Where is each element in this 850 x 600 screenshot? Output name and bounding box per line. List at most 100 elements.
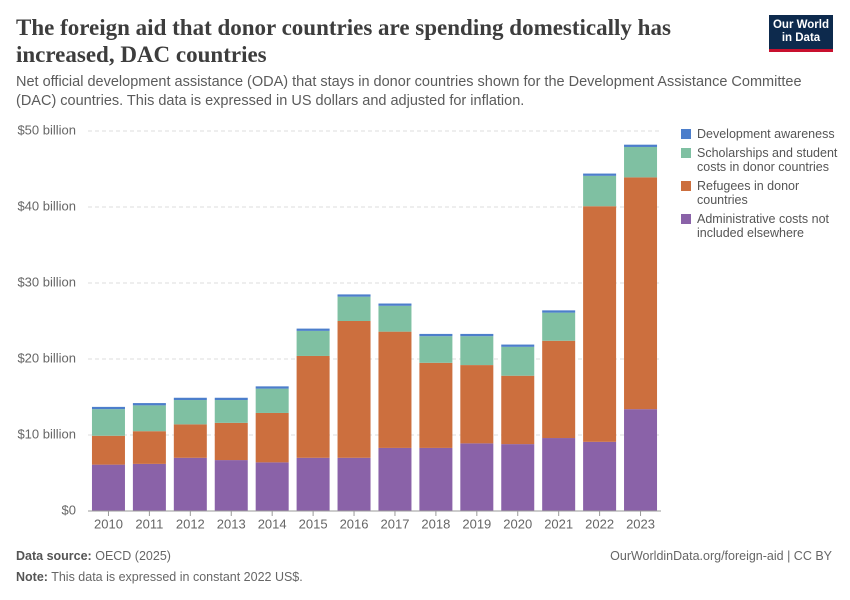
legend-entry[interactable]: Administrative costs not included elsewh… [681, 212, 841, 240]
bar-segment [542, 312, 576, 341]
logo-line: in Data [781, 32, 821, 44]
bar-segment [624, 144, 658, 147]
bar-segment [296, 328, 330, 331]
bar-segment [91, 406, 125, 410]
bar-segment [337, 296, 371, 321]
x-tick-label: 2015 [299, 516, 328, 531]
legend-label: Refugees in donor countries [697, 179, 800, 207]
chart-title: The foreign aid that donor countries are… [16, 15, 671, 67]
bar-segment [173, 457, 207, 511]
bar-segment [132, 403, 166, 406]
bar-segment [296, 457, 330, 511]
bar-segment [255, 388, 289, 413]
x-tick-label: 2020 [503, 516, 532, 531]
source-label: Data source: [16, 549, 92, 563]
x-tick-label: 2022 [585, 516, 614, 531]
y-tick-label: $50 billion [17, 122, 76, 137]
bar-segment [214, 460, 248, 511]
bar-segment [337, 457, 371, 511]
bar-segment [214, 397, 248, 401]
bar-segment [132, 405, 166, 432]
bar-segment [583, 173, 617, 176]
legend-entry[interactable]: Development awareness [681, 127, 841, 141]
bar-segment [296, 330, 330, 356]
legend-label: Scholarships and student costs in donor … [697, 146, 838, 174]
logo-line: Our World [772, 19, 829, 31]
legend-swatch [681, 129, 691, 139]
bar-segment [214, 400, 248, 423]
bar-segment [460, 336, 494, 366]
x-tick-label: 2016 [340, 516, 369, 531]
legend: Development awareness Scholarships and st… [681, 127, 841, 245]
bar-segment [378, 303, 412, 306]
bar-segment [378, 305, 412, 332]
legend-label: Administrative costs not included elsewh… [697, 212, 829, 240]
bar-segment [255, 386, 289, 389]
y-tick-label: $20 billion [17, 350, 76, 365]
x-tick-label: 2019 [462, 516, 491, 531]
bar-segment [91, 464, 125, 511]
bar-segment [583, 441, 617, 511]
bar-segment [255, 412, 289, 463]
bar-segment [460, 333, 494, 337]
x-tick-label: 2014 [258, 516, 287, 531]
bar-segment [542, 438, 576, 511]
bar-segment [501, 346, 535, 376]
legend-swatch [681, 214, 691, 224]
y-tick-label: $40 billion [17, 198, 76, 213]
bar-segment [542, 310, 576, 313]
bar-segment [337, 321, 371, 458]
url[interactable]: OurWorldinData.org/foreign-aid | CC BY [610, 549, 832, 563]
source-text: OECD (2025) [95, 549, 171, 563]
x-tick-label: 2012 [176, 516, 205, 531]
bar-segment [173, 400, 207, 425]
x-tick-label: 2023 [626, 516, 655, 531]
note-text: This data is expressed in constant 2022 … [51, 570, 303, 584]
bar-segment [132, 463, 166, 511]
bar-segment [255, 462, 289, 511]
bar-segment [132, 431, 166, 464]
source: Data source: OECD (2025) [16, 549, 171, 563]
bar-segment [173, 424, 207, 458]
x-tick-label: 2013 [217, 516, 246, 531]
x-tick-label: 2011 [135, 516, 163, 531]
bar-segment [419, 362, 453, 448]
bar-segment [501, 444, 535, 511]
y-tick-label: $0 [62, 502, 76, 517]
legend-entry[interactable]: Scholarships and student costs in donor … [681, 146, 841, 174]
y-tick-label: $10 billion [17, 426, 76, 441]
x-tick-label: 2021 [544, 516, 573, 531]
x-tick-label: 2017 [381, 516, 410, 531]
bar-segment [296, 355, 330, 458]
bar-segment [542, 340, 576, 439]
bar-segment [460, 365, 494, 444]
logo[interactable]: Our World in Data [769, 15, 833, 52]
bar-segment [624, 146, 658, 178]
bar-segment [501, 375, 535, 445]
bar-segment [583, 206, 617, 442]
chart-subtitle: Net official development assistance (ODA… [16, 74, 802, 109]
y-tick-label: $30 billion [17, 274, 76, 289]
bar-segment [173, 397, 207, 401]
legend-swatch [681, 148, 691, 158]
bar-segment [419, 333, 453, 337]
bar-segment [624, 409, 658, 511]
bar-segment [378, 447, 412, 511]
x-tick-label: 2010 [94, 516, 123, 531]
legend-swatch [681, 181, 691, 191]
bar-segment [91, 409, 125, 436]
bar-segment [460, 443, 494, 511]
bar-segment [378, 331, 412, 448]
note: Note: This data is expressed in constant… [16, 570, 303, 584]
legend-label: Development awareness [697, 127, 835, 141]
bar-segment [419, 336, 453, 363]
legend-entry[interactable]: Refugees in donor countries [681, 179, 841, 207]
bar-segment [583, 175, 617, 207]
bar-segment [91, 435, 125, 465]
note-label: Note: [16, 570, 48, 584]
bar-segment [419, 447, 453, 511]
bar-segment [214, 422, 248, 461]
bar-segment [501, 344, 535, 347]
